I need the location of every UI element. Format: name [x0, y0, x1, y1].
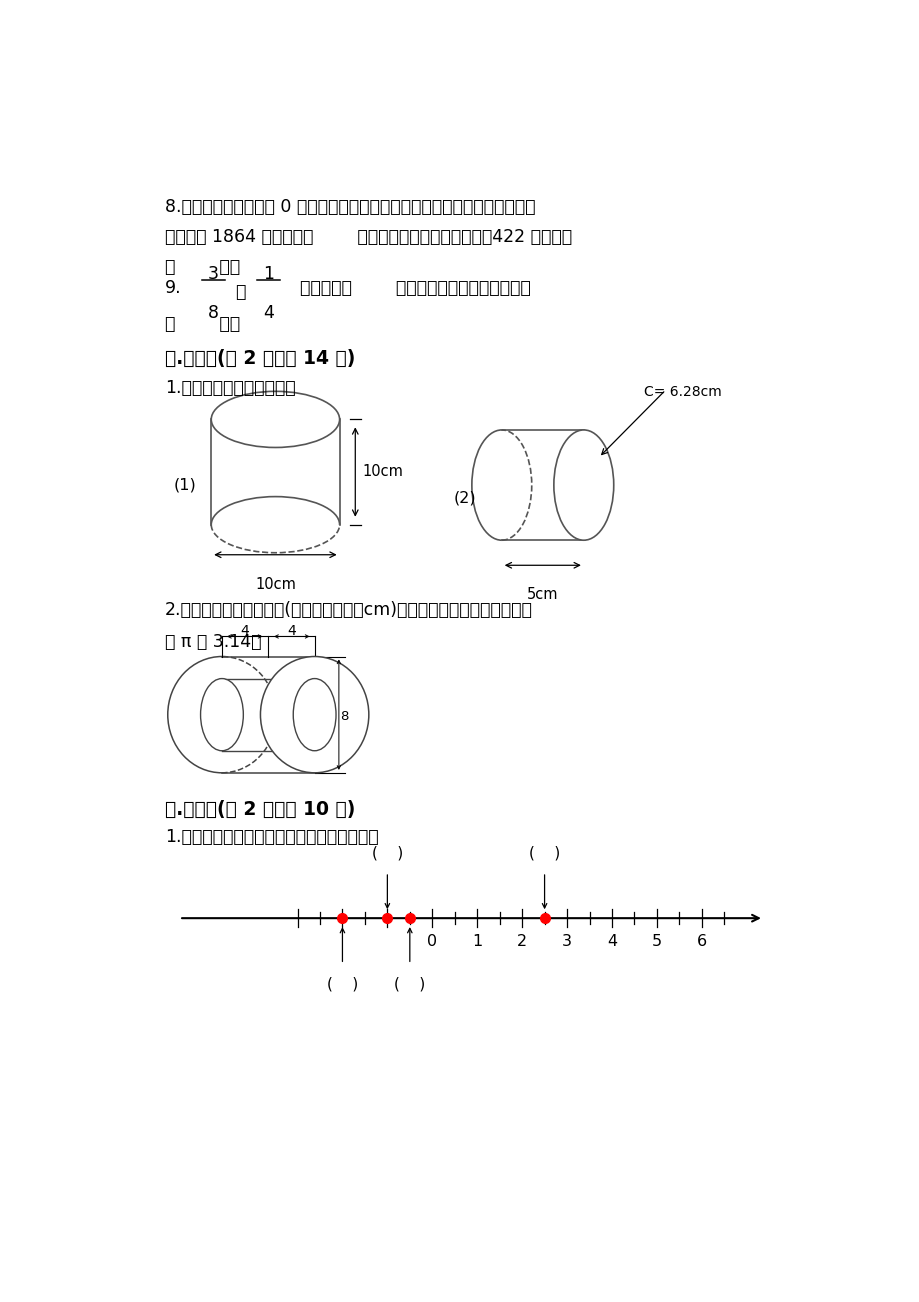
Text: 五.作图题(共 2 题，共 10 分): 五.作图题(共 2 题，共 10 分) — [165, 799, 355, 819]
Text: 10cm: 10cm — [362, 464, 403, 479]
Text: (    ): ( ) — [326, 976, 357, 991]
Text: 4: 4 — [607, 935, 617, 949]
Text: (1): (1) — [174, 477, 196, 492]
Text: 2.如图是一种钢制的配件(图中数据单位：cm)，请计算它的表面积和体积。: 2.如图是一种钢制的配件(图中数据单位：cm)，请计算它的表面积和体积。 — [165, 602, 532, 620]
Text: 1: 1 — [263, 264, 274, 283]
Text: 3: 3 — [208, 264, 219, 283]
Text: （        ）。: （ ）。 — [165, 259, 240, 276]
Text: ：: ： — [234, 283, 244, 301]
Text: 5: 5 — [651, 935, 662, 949]
Ellipse shape — [553, 430, 613, 540]
Text: （ π 取 3.14）: （ π 取 3.14） — [165, 634, 261, 651]
Text: (    ): ( ) — [393, 976, 425, 991]
Text: (    ): ( ) — [371, 845, 403, 861]
Text: （        ）。: （ ）。 — [165, 315, 240, 332]
Text: 4: 4 — [263, 303, 274, 322]
Text: 8.海平面的海拔高度是 0 米，高于海平面的记为正，黄山的最高峰莲花峰的海: 8.海平面的海拔高度是 0 米，高于海平面的记为正，黄山的最高峰莲花峰的海 — [165, 198, 535, 216]
Text: 四.计算题(共 2 题，共 14 分): 四.计算题(共 2 题，共 14 分) — [165, 349, 355, 367]
Text: 3: 3 — [562, 935, 572, 949]
Text: 1.从左到右在括号里填数。（填整数或小数）: 1.从左到右在括号里填数。（填整数或小数） — [165, 828, 378, 846]
Text: 9.: 9. — [165, 279, 181, 297]
Ellipse shape — [293, 678, 335, 751]
Text: 5cm: 5cm — [527, 587, 558, 603]
Text: (    ): ( ) — [528, 845, 560, 861]
Text: 1: 1 — [471, 935, 482, 949]
Text: 4: 4 — [287, 625, 296, 638]
Text: 4: 4 — [241, 625, 249, 638]
Text: 1.计算下面圆柱的表面积。: 1.计算下面圆柱的表面积。 — [165, 379, 295, 397]
Text: 10cm: 10cm — [255, 577, 296, 592]
Text: 的比值是（        ），化简成最简单的整数比是: 的比值是（ ），化简成最简单的整数比是 — [289, 279, 530, 297]
Text: 0: 0 — [426, 935, 437, 949]
Text: (2): (2) — [453, 490, 476, 505]
Text: 6: 6 — [696, 935, 706, 949]
Text: 4: 4 — [324, 710, 333, 723]
Ellipse shape — [200, 678, 243, 751]
Text: 8: 8 — [340, 710, 348, 723]
Text: C= 6.28cm: C= 6.28cm — [643, 385, 721, 398]
Text: 2: 2 — [516, 935, 527, 949]
Text: 拔高度是 1864 米，记作（        ）；死海湖面的海拔高度是－422 米，表示: 拔高度是 1864 米，记作（ ）；死海湖面的海拔高度是－422 米，表示 — [165, 228, 572, 246]
Text: 8: 8 — [208, 303, 219, 322]
Ellipse shape — [260, 656, 369, 773]
